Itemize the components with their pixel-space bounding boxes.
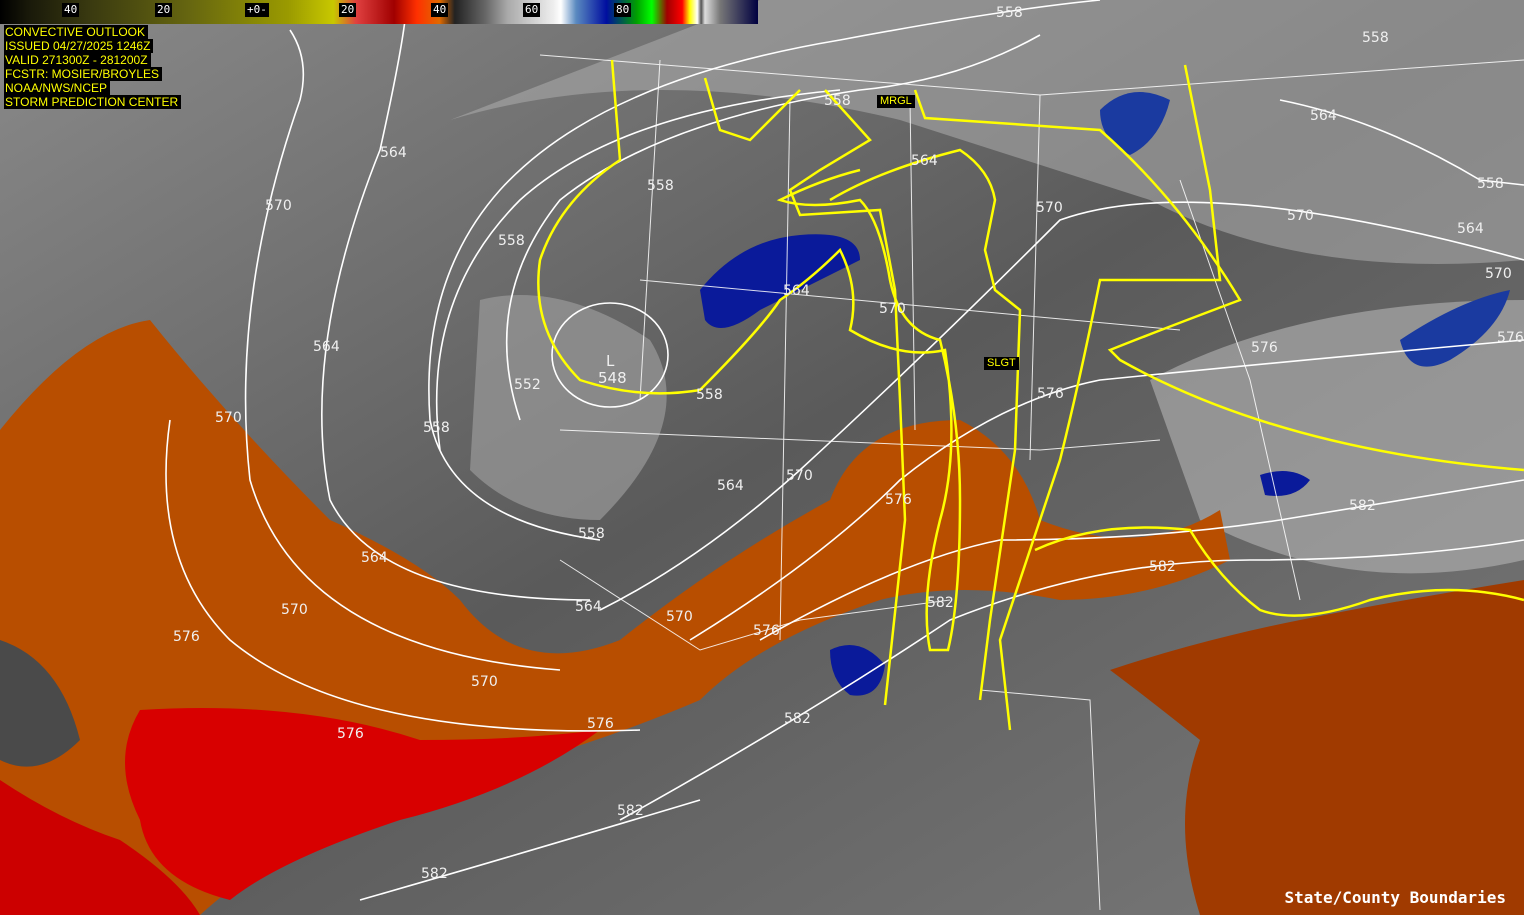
contour-label: 552 [514, 377, 541, 393]
contour-label: 564 [783, 283, 810, 299]
contour-label: 558 [647, 178, 674, 194]
contour-labels: 558 558 564 558 564 570 576 570 576 582 582 576 570 5… [173, 5, 1524, 882]
contour-label: 570 [879, 301, 906, 317]
marginal-risk-label: MRGL [877, 95, 915, 108]
info-title: CONVECTIVE OUTLOOK [4, 25, 149, 39]
contour-label: 558 [578, 526, 605, 542]
contour-label: 564 [380, 145, 407, 161]
contour-label: 570 [786, 468, 813, 484]
contour-label: 582 [784, 711, 811, 727]
contour-label: 558 [696, 387, 723, 403]
color-scale-bar: 40 20 +0- 20 40 60 80 [0, 0, 758, 24]
scale-label: 20 [155, 3, 173, 17]
contour-label: 570 [265, 198, 292, 214]
info-center: STORM PREDICTION CENTER [4, 95, 182, 109]
contour-label: 558 [423, 420, 450, 436]
state-boundaries [539, 54, 1524, 911]
cloud-region [0, 640, 80, 767]
very-dry-region [125, 708, 600, 900]
contour-label: 576 [1251, 340, 1278, 356]
info-agency: NOAA/NWS/NCEP [4, 81, 111, 95]
height-contours [165, 0, 1524, 901]
info-issued: ISSUED 04/27/2025 1246Z [4, 39, 154, 53]
low-center-value: 548 [598, 369, 627, 387]
contour-label: 576 [587, 716, 614, 732]
contour-label: 570 [1485, 266, 1512, 282]
convective-outlook-lines [537, 59, 1524, 731]
contour-label: 582 [421, 866, 448, 882]
scale-label: 40 [431, 3, 449, 17]
contour-label: 576 [337, 726, 364, 742]
overlay-legend: State/County Boundaries [1284, 888, 1506, 907]
contour-label: 582 [927, 595, 954, 611]
dry-air-region [1110, 580, 1524, 915]
info-valid: VALID 271300Z - 281200Z [4, 53, 151, 67]
contour-label: 582 [1149, 559, 1176, 575]
scale-label: 40 [62, 3, 80, 17]
scale-label: 20 [339, 3, 357, 17]
contour-label: 582 [617, 803, 644, 819]
contour-label: 564 [575, 599, 602, 615]
scale-label: +0- [245, 3, 269, 17]
contour-label: 558 [824, 93, 851, 109]
contour-label: 564 [1310, 108, 1337, 124]
info-forecasters: FCSTR: MOSIER/BROYLES [4, 67, 163, 81]
contour-label: 558 [1477, 176, 1504, 192]
contour-label: 576 [1497, 330, 1524, 346]
contour-label: 570 [281, 602, 308, 618]
moist-region [1100, 92, 1170, 155]
cloud-region [450, 0, 1524, 264]
contour-label: 564 [361, 550, 388, 566]
moist-region [1400, 290, 1510, 367]
contour-label: 570 [215, 410, 242, 426]
contour-label: 558 [996, 5, 1023, 21]
contour-label: 564 [313, 339, 340, 355]
scale-label: 60 [523, 3, 541, 17]
contour-label: 576 [885, 492, 912, 508]
contour-label: 582 [1349, 498, 1376, 514]
contour-label: 570 [471, 674, 498, 690]
cloud-region [1150, 300, 1524, 574]
slight-risk-label: SLGT [984, 357, 1019, 370]
moist-region [830, 645, 885, 696]
very-dry-region [0, 780, 200, 915]
contour-label: 564 [1457, 221, 1484, 237]
moist-region [700, 234, 860, 328]
contour-label: 570 [1287, 208, 1314, 224]
contour-label: 576 [1037, 386, 1064, 402]
contour-label: 576 [173, 629, 200, 645]
cloud-region [470, 295, 667, 520]
contour-label: 576 [753, 623, 780, 639]
contour-label: 564 [911, 153, 938, 169]
scale-label: 80 [614, 3, 632, 17]
contour-label: 558 [498, 233, 525, 249]
contour-label: 570 [1036, 200, 1063, 216]
low-center-symbol: L [606, 352, 615, 370]
outlook-info-panel: CONVECTIVE OUTLOOK ISSUED 04/27/2025 124… [4, 25, 182, 109]
contour-label: 570 [666, 609, 693, 625]
contour-label: 558 [1362, 30, 1389, 46]
contour-label: 564 [717, 478, 744, 494]
